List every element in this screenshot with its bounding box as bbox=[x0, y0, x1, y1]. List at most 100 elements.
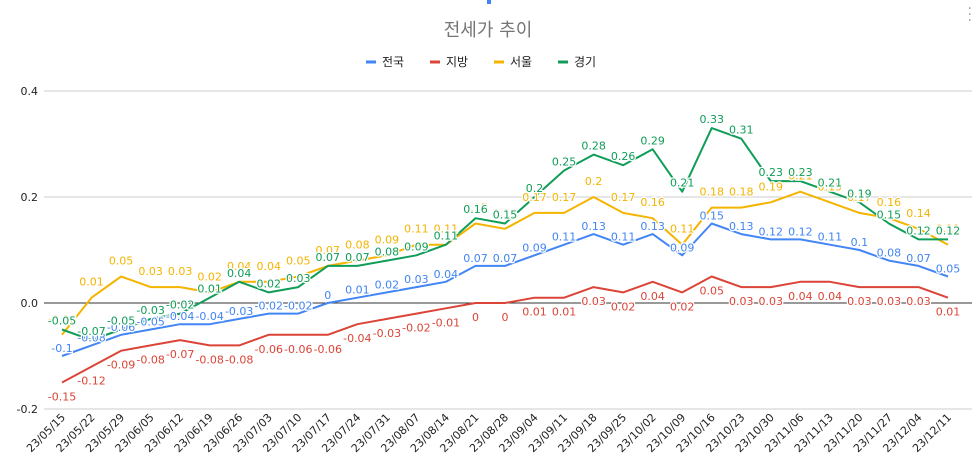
data-label: 0.04 bbox=[227, 260, 252, 273]
data-label: 0.21 bbox=[788, 170, 813, 183]
data-label: 0.01 bbox=[79, 276, 104, 289]
data-label: 0 bbox=[502, 311, 509, 324]
data-label: 0.05 bbox=[286, 255, 311, 268]
data-label: 0.11 bbox=[818, 231, 843, 244]
data-label: 0.03 bbox=[404, 273, 429, 286]
data-label: 0.01 bbox=[197, 283, 222, 296]
data-labels: -0.1-0.08-0.06 -0.05 -0.04 -0.04 -0.03 -0.02-… bbox=[47, 112, 962, 405]
data-label: 0.21 bbox=[818, 177, 843, 190]
data-label: 0.09 bbox=[522, 241, 547, 254]
data-label: -0.01 bbox=[432, 316, 460, 329]
data-label: 0.17 bbox=[611, 191, 636, 204]
data-label: -0.07 bbox=[166, 348, 194, 361]
data-label: 0.13 bbox=[581, 220, 606, 233]
data-label: 0.01 bbox=[345, 284, 370, 297]
data-label: -0.02 bbox=[284, 300, 312, 313]
legend-label: 경기 bbox=[574, 55, 596, 69]
data-label: 0.25 bbox=[552, 156, 577, 169]
data-label: 0.01 bbox=[552, 306, 577, 319]
data-label: 0.02 bbox=[670, 300, 695, 313]
data-label: -0.08 bbox=[77, 331, 105, 344]
data-label: 0.02 bbox=[256, 277, 281, 290]
data-label: 0.13 bbox=[640, 220, 665, 233]
series-line-서울 bbox=[61, 190, 949, 336]
data-label: -0.03 bbox=[136, 304, 164, 317]
data-label: -0.04 bbox=[195, 310, 223, 323]
data-label: 0.03 bbox=[138, 265, 163, 278]
data-label: 0.07 bbox=[345, 251, 370, 264]
legend-item[interactable]: 서울 bbox=[494, 55, 532, 69]
y-tick-label: 0.4 bbox=[21, 85, 39, 98]
data-label: 0.16 bbox=[877, 196, 902, 209]
chart-title: 전세가 추이 bbox=[444, 20, 533, 41]
data-label: 0.17 bbox=[522, 191, 547, 204]
data-label: 0.02 bbox=[611, 300, 636, 313]
data-label: -0.06 bbox=[314, 343, 342, 356]
y-tick-label: 0.2 bbox=[21, 191, 39, 204]
legend-item[interactable]: 경기 bbox=[558, 55, 596, 69]
data-label: 0.16 bbox=[463, 203, 488, 216]
data-label: 0.04 bbox=[788, 290, 813, 303]
data-label: 0.11 bbox=[936, 223, 961, 236]
data-label: 0.08 bbox=[877, 247, 902, 260]
data-label: 0.19 bbox=[818, 180, 843, 193]
data-label: 0.03 bbox=[168, 265, 193, 278]
legend-label: 전국 bbox=[382, 55, 404, 69]
data-label: 0.03 bbox=[759, 295, 784, 308]
data-label: 0.15 bbox=[877, 209, 902, 222]
data-label: 0.09 bbox=[670, 241, 695, 254]
data-label: 0.07 bbox=[316, 251, 341, 264]
data-label: 0.23 bbox=[759, 166, 784, 179]
data-label: 0.09 bbox=[404, 240, 429, 253]
data-label: -0.12 bbox=[77, 375, 105, 388]
data-label: 0.26 bbox=[611, 150, 636, 163]
data-label: 0.16 bbox=[640, 196, 665, 209]
more-options-icon[interactable]: · · · bbox=[967, 1, 972, 29]
data-label: 0.02 bbox=[375, 278, 400, 291]
data-label: 0.14 bbox=[906, 207, 931, 220]
data-label: 0.14 bbox=[493, 207, 518, 220]
legend-item[interactable]: 전국 bbox=[366, 55, 404, 69]
series-line-전국 bbox=[61, 222, 949, 357]
data-label: 0.33 bbox=[699, 113, 724, 126]
data-label: 0.07 bbox=[906, 252, 931, 265]
data-label: 0.05 bbox=[699, 285, 724, 298]
data-label: 0.05 bbox=[109, 255, 134, 268]
legend-label: 지방 bbox=[446, 55, 468, 69]
data-label: -0.02 bbox=[254, 300, 282, 313]
top-indicator bbox=[487, 0, 491, 4]
data-label: 0.12 bbox=[759, 225, 784, 238]
data-label: 0.04 bbox=[256, 260, 281, 273]
legend-label: 서울 bbox=[510, 55, 532, 69]
data-label: -0.1 bbox=[51, 342, 72, 355]
data-label: 0.07 bbox=[316, 244, 341, 257]
legend-item[interactable]: 지방 bbox=[430, 55, 468, 69]
data-label: 0.17 bbox=[847, 191, 872, 204]
data-label: 0.03 bbox=[847, 295, 872, 308]
data-label: 0.2 bbox=[585, 175, 603, 188]
data-label: 0.11 bbox=[404, 223, 429, 236]
data-label: -0.08 bbox=[195, 353, 223, 366]
data-label: 0.07 bbox=[493, 252, 518, 265]
data-label: 0.03 bbox=[729, 295, 754, 308]
data-label: -0.06 bbox=[284, 343, 312, 356]
data-label: 0.04 bbox=[640, 290, 665, 303]
data-label: 0.18 bbox=[699, 186, 724, 199]
data-label: 0.03 bbox=[877, 295, 902, 308]
data-label: -0.06 bbox=[48, 313, 76, 326]
y-axis: 0.4 0.2 0.0 -0.2 bbox=[17, 85, 38, 416]
data-label: -0.05 bbox=[48, 315, 76, 328]
legend: 전국 지방 서울 경기 bbox=[366, 55, 596, 69]
data-label: -0.08 bbox=[225, 353, 253, 366]
x-axis: 23/05/1523/05/2223/05/2923/06/0523/06/12… bbox=[24, 411, 954, 455]
data-label: 0 bbox=[472, 311, 479, 324]
data-label: -0.05 bbox=[136, 316, 164, 329]
data-label: -0.03 bbox=[373, 327, 401, 340]
data-label: 0.05 bbox=[936, 263, 961, 276]
data-label: 0.11 bbox=[670, 223, 695, 236]
data-label: 0.21 bbox=[670, 177, 695, 190]
data-label: 0.11 bbox=[611, 231, 636, 244]
data-label: -0.15 bbox=[48, 391, 76, 404]
data-label: 0.08 bbox=[345, 239, 370, 252]
